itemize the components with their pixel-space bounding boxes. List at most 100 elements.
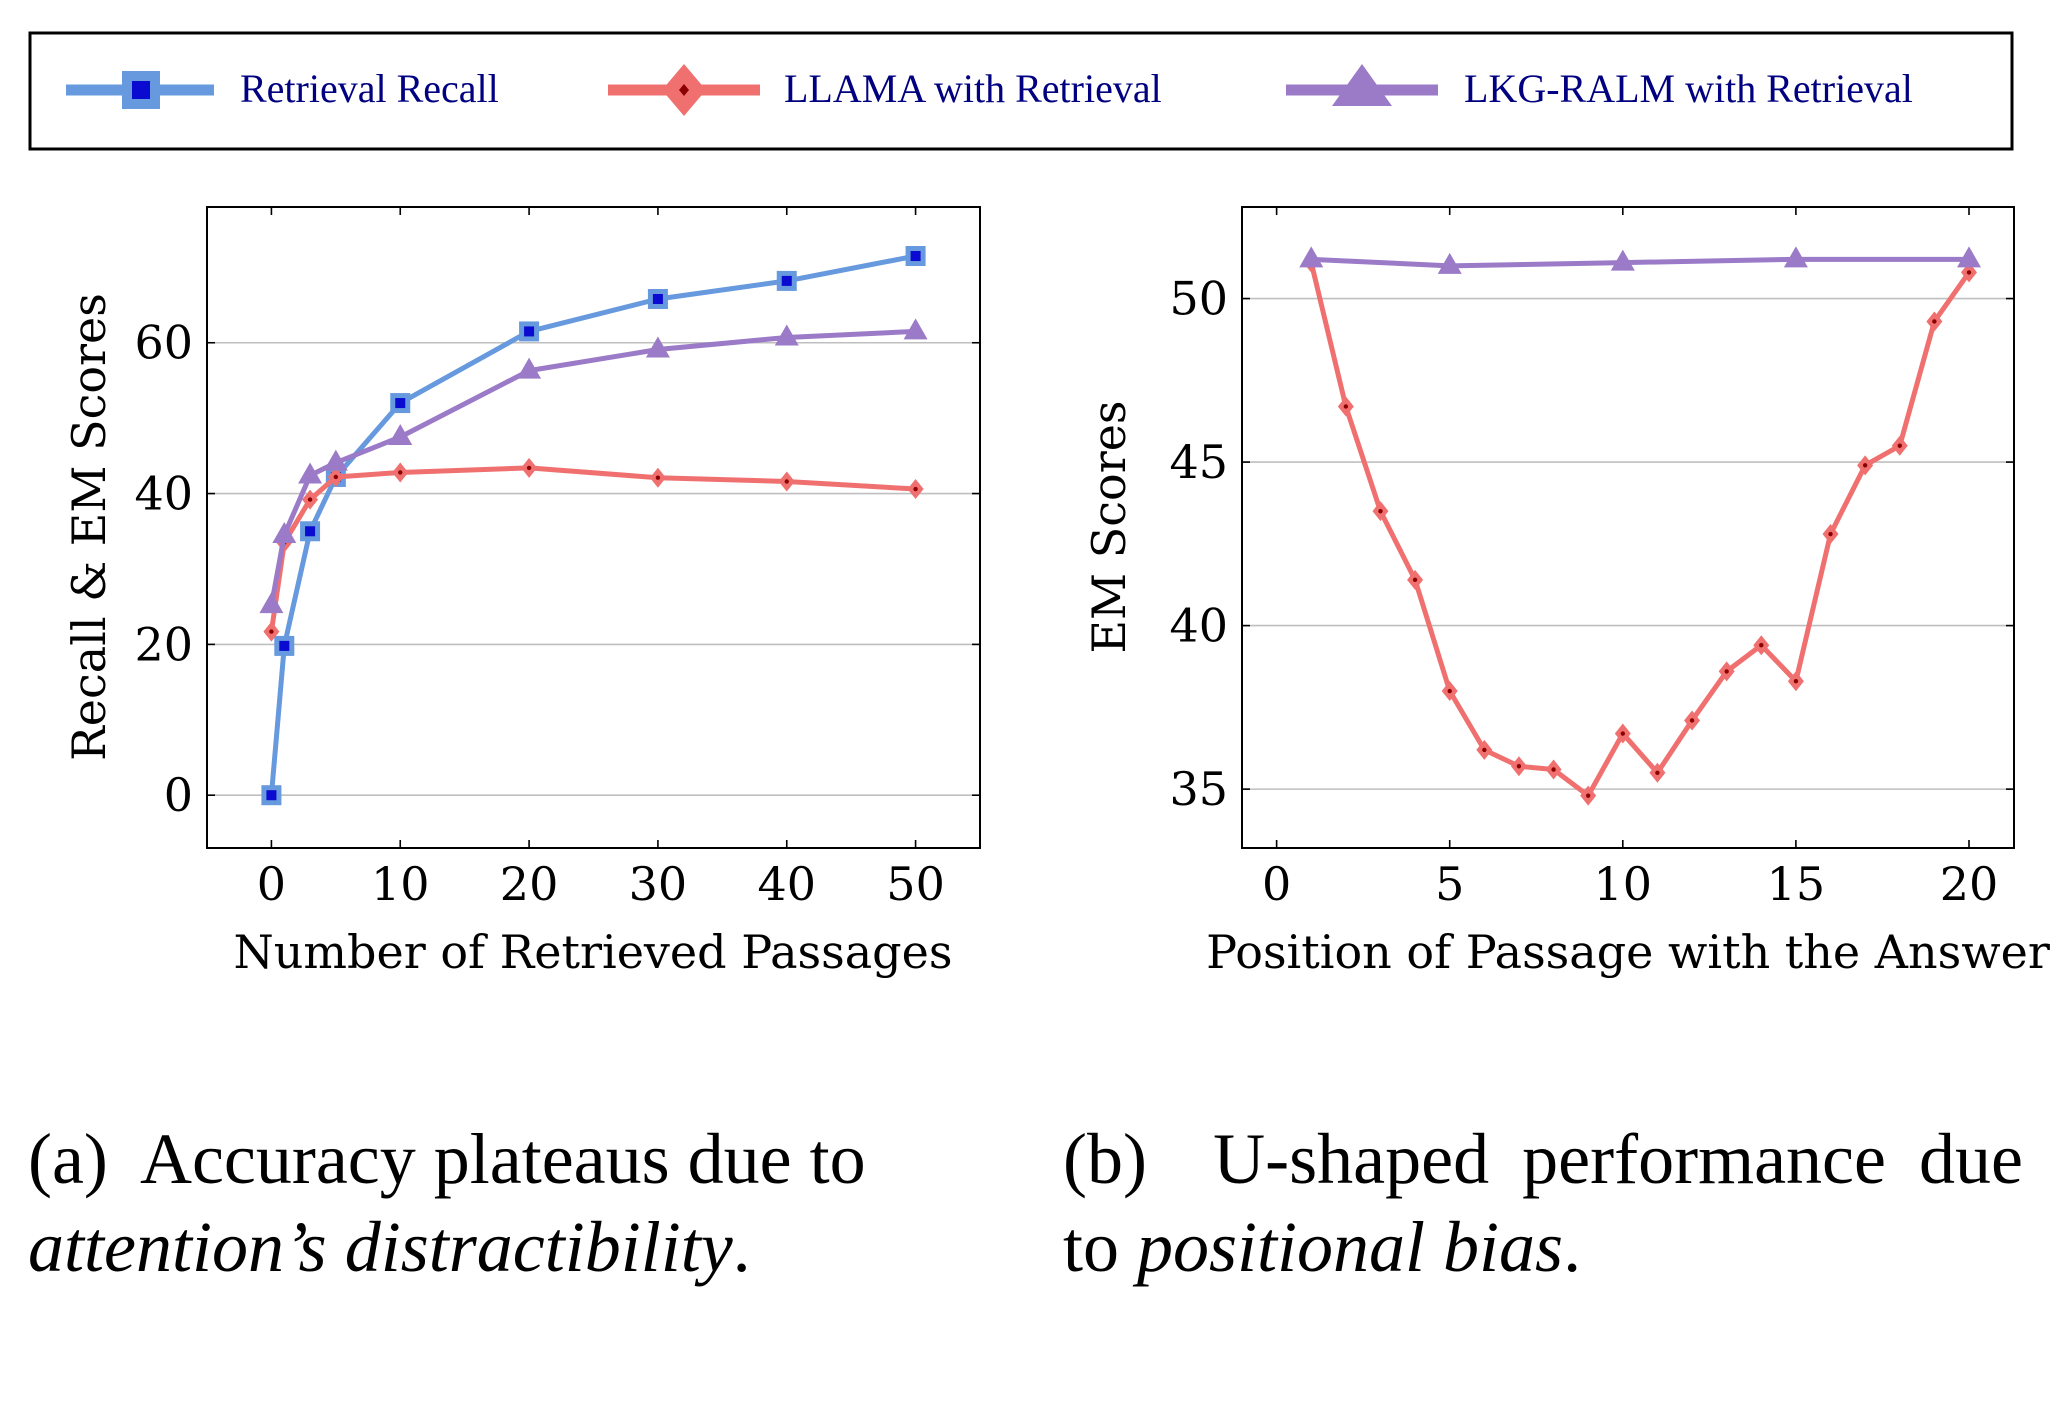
chart-a-xlabel: Number of Retrieved Passages	[234, 925, 953, 979]
chart-b-point-llama-inner	[1793, 679, 1799, 684]
chart-b-point-llama-inner	[1551, 767, 1556, 772]
chart-a-ytick-label: 20	[134, 617, 193, 671]
legend-item-llama: LLAMA with Retrieval	[608, 64, 1162, 116]
chart-b-ytick-label: 40	[1169, 599, 1228, 653]
chart-a-yticks: 0 20 40 60	[134, 316, 980, 822]
chart-a-grid	[207, 341, 980, 797]
chart-a-series	[259, 246, 928, 806]
chart-b-point-lkg	[1299, 246, 1324, 268]
chart-a-point-lkg	[517, 357, 542, 379]
chart-b-point-llama-inner	[1412, 577, 1418, 583]
chart-b-point-lkg	[1610, 249, 1635, 271]
chart-b-point-lkg	[1783, 246, 1808, 268]
chart-a-xtick-label: 40	[757, 857, 816, 911]
caption-a: (a) Accuracy plateaus due to attention’s…	[28, 1115, 988, 1291]
chart-b-point-lkg	[1437, 252, 1462, 274]
chart-b-point-llama-inner	[1897, 443, 1902, 448]
caption-b-suffix: .	[1563, 1207, 1582, 1287]
chart-a-point-recall-inner	[266, 790, 277, 801]
chart-b-point-lkg	[1956, 246, 1981, 268]
chart-b-point-llama-inner	[1516, 764, 1522, 769]
chart-a-line-lkg	[268, 328, 916, 606]
chart-b-xtick-label: 20	[1940, 857, 1999, 911]
chart-a-point-llama-inner	[269, 629, 274, 634]
chart-b-xtick-label: 5	[1435, 857, 1464, 911]
chart-a-point-llama-inner	[655, 475, 661, 480]
chart-a-point-llama-inner	[784, 479, 789, 484]
chart-a-point-lkg	[323, 449, 348, 471]
caption-b-prefix: (b)	[1063, 1119, 1147, 1199]
caption-b-text: U-shaped performance due to	[1063, 1119, 2024, 1287]
chart-b-line-llama	[1308, 262, 1972, 799]
chart-b: 0 5 10 15 20 35 40 45 50 Position of Passage wi…	[1082, 206, 2050, 979]
chart-b-frame	[1241, 206, 2015, 849]
chart-b-point-llama-inner	[1343, 404, 1349, 409]
chart-b-point-llama-inner	[1932, 319, 1937, 324]
chart-a-ytick-label: 40	[134, 467, 193, 521]
chart-a-point-lkg	[298, 462, 323, 484]
chart-a-xticks: 0 10 20 30 40 50	[257, 207, 945, 911]
chart-b-ytick-label: 50	[1169, 272, 1228, 326]
chart-b-point-llama-inner	[1759, 643, 1764, 648]
chart-b-xtick-label: 10	[1594, 857, 1653, 911]
legend-square-marker-inner	[132, 81, 150, 99]
chart-a-point-llama-inner	[913, 486, 918, 492]
chart-a-point-recall-inner	[652, 294, 663, 305]
chart-a-ytick-label: 60	[134, 316, 193, 370]
legend: Retrieval Recall LLAMA with Retrieval LK…	[28, 31, 2014, 151]
chart-b-xtick-label: 0	[1262, 857, 1291, 911]
chart-b-ytick-label: 45	[1169, 435, 1228, 489]
chart-a-point-lkg	[388, 424, 413, 446]
chart-b-point-llama-inner	[1585, 793, 1591, 798]
chart-b-ytick-label: 35	[1169, 762, 1228, 816]
chart-a-point-llama-inner	[398, 470, 403, 475]
chart-b-point-llama-inner	[1862, 463, 1868, 468]
chart-b-point-llama-inner	[1828, 531, 1833, 537]
chart-a-point-lkg	[272, 522, 297, 544]
caption-a-text: Accuracy plateaus due to	[139, 1119, 866, 1199]
chart-b-yticks: 35 40 45 50	[1169, 272, 2014, 816]
legend-item-lkg: LKG-RALM with Retrieval	[1286, 64, 1913, 111]
chart-b-point-llama-inner	[1378, 508, 1383, 514]
chart-a-point-lkg	[645, 336, 670, 358]
chart-b-point-llama-inner	[1482, 747, 1487, 753]
legend-box	[28, 31, 2014, 151]
chart-a: 0 10 20 30 40 50 0 20 40 60 Number of Retrieved …	[62, 206, 981, 979]
legend-item-retrieval-recall: Retrieval Recall	[66, 66, 499, 111]
chart-a-point-recall-inner	[279, 640, 290, 651]
chart-b-point-llama-inner	[1966, 270, 1972, 275]
chart-a-point-lkg	[774, 324, 799, 346]
chart-a-point-llama-inner	[307, 497, 313, 502]
caption-b: (b) U-shaped performance due to position…	[1063, 1115, 2023, 1291]
legend-label-llama: LLAMA with Retrieval	[784, 66, 1162, 111]
chart-a-xtick-label: 50	[886, 857, 945, 911]
legend-label-recall: Retrieval Recall	[240, 66, 499, 111]
chart-b-point-llama-inner	[1447, 688, 1452, 694]
chart-a-point-recall-inner	[524, 326, 535, 337]
caption-b-italic: positional bias	[1137, 1207, 1564, 1287]
chart-a-point-recall-inner	[781, 275, 792, 286]
chart-b-point-llama-inner	[1724, 669, 1729, 674]
chart-a-xtick-label: 30	[629, 857, 688, 911]
chart-b-point-llama-inner	[1620, 731, 1626, 736]
legend-diamond-marker-inner	[679, 84, 689, 96]
chart-b-point-llama-inner	[1689, 718, 1695, 723]
chart-b-point-llama-inner	[1655, 770, 1660, 775]
chart-b-xticks: 0 5 10 15 20	[1262, 207, 1998, 911]
chart-a-point-recall-inner	[910, 251, 921, 262]
chart-a-frame	[206, 206, 981, 849]
chart-a-line-llama	[268, 465, 916, 632]
chart-a-ytick-label: 0	[164, 768, 193, 822]
chart-a-point-recall-inner	[305, 526, 316, 537]
chart-b-line-lkg	[1311, 256, 1969, 269]
chart-a-xtick-label: 20	[500, 857, 559, 911]
chart-b-xtick-label: 15	[1767, 857, 1826, 911]
chart-b-xlabel: Position of Passage with the Answer	[1206, 925, 2050, 979]
chart-a-point-llama-inner	[526, 465, 532, 471]
chart-a-point-recall-inner	[395, 398, 406, 409]
chart-b-ylabel: EM Scores	[1082, 400, 1136, 653]
chart-b-grid	[1242, 297, 2014, 790]
legend-label-lkg: LKG-RALM with Retrieval	[1464, 66, 1913, 111]
legend-triangle-marker	[1332, 64, 1392, 106]
chart-a-ylabel: Recall & EM Scores	[62, 293, 116, 761]
